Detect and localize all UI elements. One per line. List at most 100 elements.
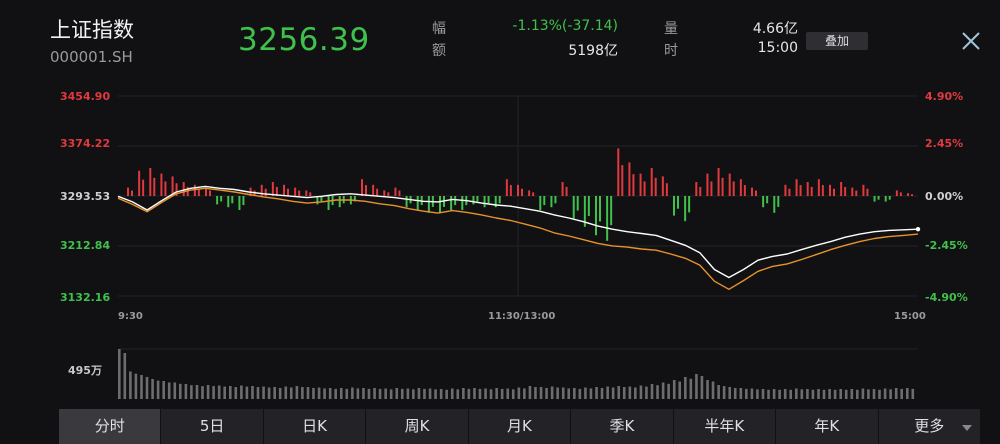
volume-bar (484, 388, 487, 399)
tab-monthly-k[interactable]: 月K (467, 409, 571, 444)
volume-bar (245, 386, 249, 399)
volume-bar (756, 389, 759, 399)
tab-more[interactable]: 更多 (877, 409, 980, 444)
volume-bar (517, 387, 521, 399)
volume-bar (312, 387, 315, 399)
tab-quarterly-k[interactable]: 季K (570, 409, 673, 444)
volume-bar (400, 388, 404, 399)
volume-bar (206, 385, 210, 399)
volume-bar (395, 388, 399, 399)
chevron-down-icon (961, 425, 972, 431)
volume-bar (256, 387, 260, 399)
volume-bar (289, 387, 293, 399)
volume-bar (295, 386, 299, 399)
volume-bar (806, 389, 809, 399)
volume-bar (667, 383, 670, 399)
volume-bar (617, 386, 621, 399)
volume-bar (145, 376, 149, 399)
y-price-tick: 3454.90 (60, 90, 111, 103)
volume-bar (689, 378, 693, 399)
current-price: 3256.39 (238, 22, 370, 58)
volume-bar (795, 388, 798, 399)
y-price-tick: 3212.84 (60, 239, 111, 252)
volume-bar (878, 389, 881, 399)
volume-bar (473, 388, 476, 399)
volume-bar (178, 383, 182, 399)
y-price-tick: 3374.22 (60, 137, 111, 150)
volume-bar (456, 389, 460, 399)
index-code: 000001.SH (50, 48, 133, 66)
volume-bar (789, 389, 793, 399)
volume-bar (362, 388, 365, 399)
volume-bar (217, 385, 221, 399)
volume-bar (156, 380, 160, 399)
volume-bar (556, 387, 559, 399)
close-icon[interactable] (957, 27, 985, 55)
volume-bar (317, 387, 321, 399)
volume-bar (661, 382, 665, 399)
y-price-tick: 3132.16 (60, 291, 111, 304)
volume-bar (811, 389, 815, 399)
volume-bar (622, 387, 626, 399)
time-label: 时 (664, 43, 678, 59)
y-pct-tick: -4.90% (925, 291, 968, 304)
volume-bar (323, 388, 326, 399)
tab-yearly-k[interactable]: 年K (775, 409, 878, 444)
volume-bar (783, 389, 787, 399)
overlay-button[interactable]: 叠加 (806, 32, 868, 50)
volume-bar (894, 388, 898, 399)
last-point-marker (915, 226, 921, 232)
price-series-line (117, 185, 919, 279)
volume-bar (839, 389, 843, 399)
y-pct-tick: 0.00% (925, 190, 964, 203)
volume-bar (850, 389, 854, 399)
volume-bar (739, 388, 743, 399)
volume-bar (561, 387, 565, 399)
volume-bar (151, 379, 154, 399)
volume-bar (639, 385, 643, 399)
tab-weekly-k[interactable]: 周K (365, 409, 468, 444)
volume-bar (467, 388, 471, 399)
volume-bar (722, 386, 726, 399)
period-tabs: 分时 5日 日K 周K 月K 季K 半年K 年K 更多 (58, 409, 980, 444)
volume-bar (201, 386, 204, 399)
volume-bar (423, 388, 426, 399)
volume-bar (523, 388, 526, 399)
volume-bar (234, 387, 238, 399)
volume-bar (462, 388, 465, 399)
volume-bar (134, 373, 138, 399)
volume-bar (511, 389, 515, 399)
volume-bar (822, 389, 826, 399)
volume-bar (190, 385, 193, 399)
price-series-line (117, 187, 919, 290)
volume-bar (778, 389, 781, 399)
volume-bar (528, 386, 532, 399)
volume-bar (301, 387, 304, 399)
volume-bar (550, 386, 554, 399)
amount-label: 额 (432, 43, 446, 59)
volume-bar (412, 389, 415, 399)
volume-bar (750, 388, 754, 399)
volume-bar (733, 387, 737, 399)
volume-bar (889, 389, 892, 399)
volume-bar (578, 388, 582, 399)
y-pct-tick: 2.45% (925, 137, 964, 150)
volume-bar (706, 380, 709, 399)
volume-bar (495, 388, 498, 399)
volume-bar (767, 389, 770, 399)
volume-bar (406, 388, 410, 399)
volume-bar (306, 387, 310, 399)
tab-intraday[interactable]: 分时 (58, 409, 161, 444)
volume-bar (534, 387, 537, 399)
volume-bar (506, 388, 510, 399)
volume-bar (334, 388, 337, 399)
tab-halfyear-k[interactable]: 半年K (672, 409, 776, 444)
volume-bar (445, 389, 448, 399)
time-value: 15:00 (757, 40, 798, 56)
tab-daily-k[interactable]: 日K (262, 409, 366, 444)
volume-bar (378, 388, 382, 399)
volume-bar (167, 382, 171, 399)
volume-bar (240, 385, 243, 399)
volume-bar (645, 386, 648, 399)
tab-5day[interactable]: 5日 (160, 409, 263, 444)
